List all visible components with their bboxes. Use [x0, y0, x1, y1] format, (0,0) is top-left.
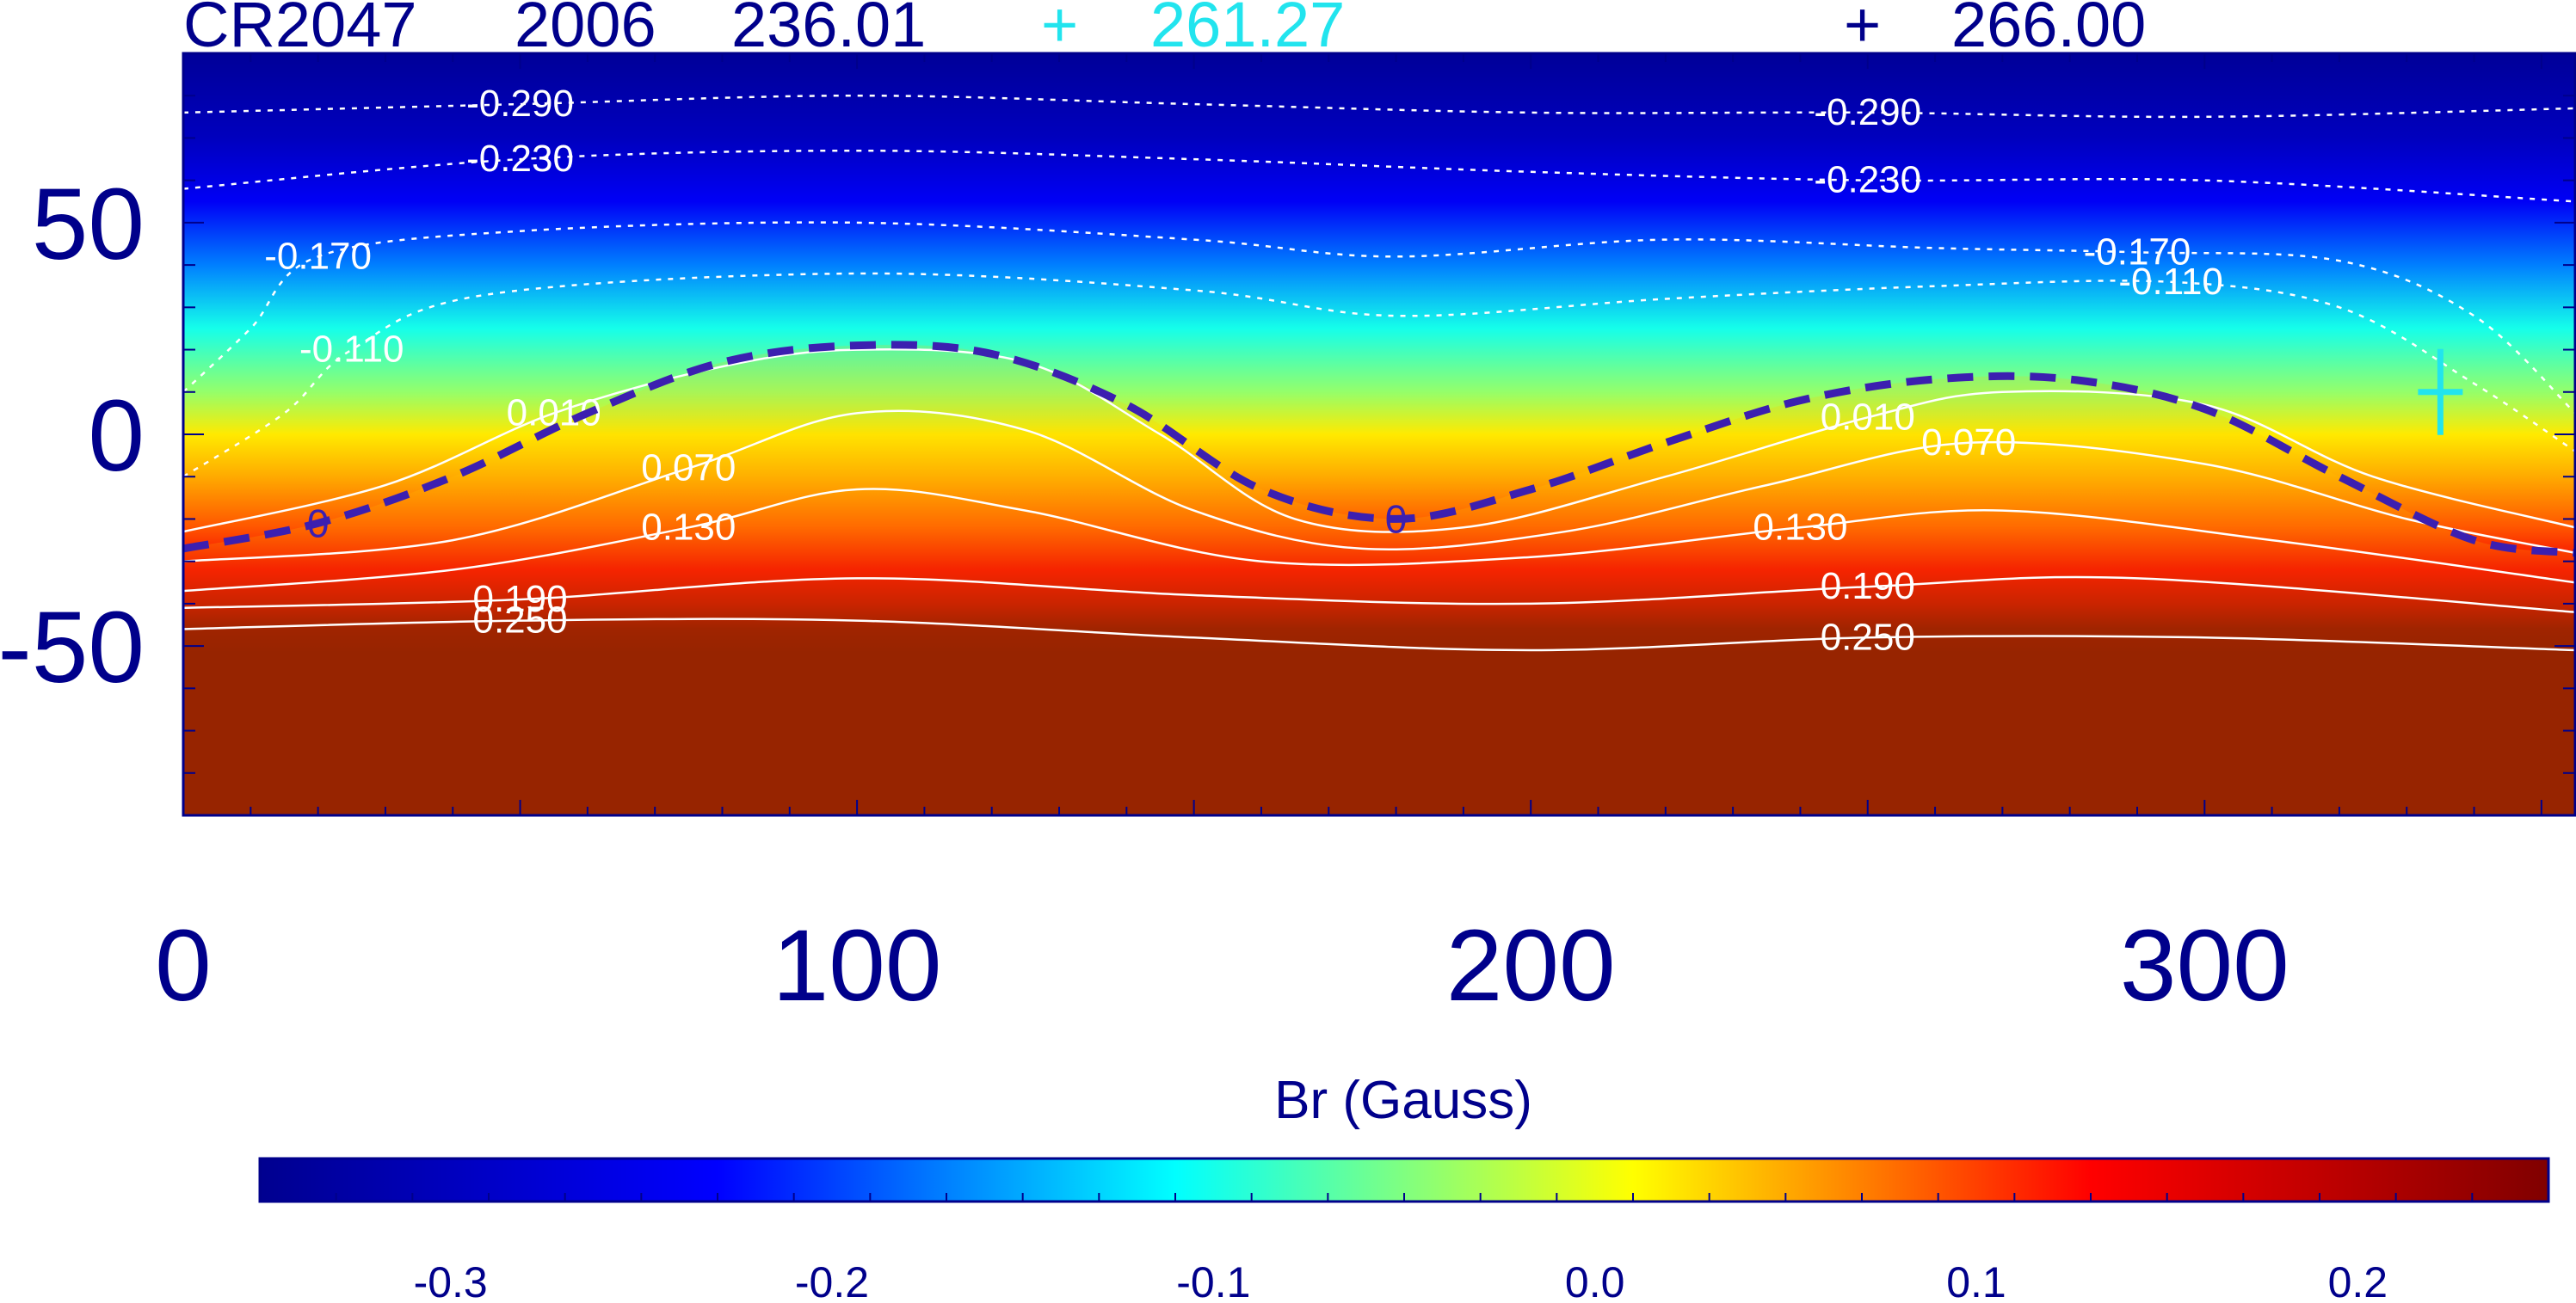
- colorbar-title: Br (Gauss): [1274, 1071, 1532, 1130]
- contour-label: 0.070: [1921, 421, 2016, 464]
- contour-label: 0.130: [1753, 506, 1847, 548]
- contour-label: 0.250: [1821, 616, 1915, 658]
- contour-line: [183, 618, 2575, 652]
- colorbar-tick-label: -0.1: [1176, 1258, 1250, 1303]
- year-label: 2006: [515, 0, 656, 60]
- colorbar-tick-label: 0.1: [1946, 1258, 2006, 1303]
- contour-label: -0.290: [466, 83, 574, 125]
- x-tick-label: 100: [773, 909, 942, 1023]
- contour-label: -0.170: [2084, 230, 2191, 273]
- contour-label: -0.230: [466, 138, 574, 180]
- contour-label: -0.290: [1814, 91, 1921, 133]
- contour-label: 0.070: [641, 446, 736, 489]
- contour-label: 0.010: [1821, 396, 1915, 438]
- y-tick-label: -50: [0, 591, 145, 704]
- marker-2-symbol: +: [1844, 0, 1881, 60]
- marker-plus-icon: [2418, 348, 2463, 435]
- colorbar-tick-label: -0.3: [414, 1258, 488, 1303]
- axis-tick-labels: 0 100 200 300 -50 0 50: [0, 168, 2289, 1023]
- colorbar-tick-label: 0.0: [1565, 1258, 1625, 1303]
- neutral-line: [183, 341, 2575, 557]
- neutral-line-label: 0: [1385, 496, 1408, 541]
- contour-label: -0.110: [299, 329, 404, 371]
- marker-2-longitude: 266.00: [1951, 0, 2146, 60]
- positive-polarity-region: [183, 344, 2575, 815]
- contour-label: 0.190: [472, 578, 567, 620]
- contour-line: [183, 488, 2575, 593]
- header: CR2047 2006 236.01 + 261.27 + 266.00: [183, 0, 2146, 60]
- heatmap-background: [183, 53, 2575, 815]
- carrington-rotation-label: CR2047: [183, 0, 417, 60]
- x-tick-label: 300: [2120, 909, 2289, 1023]
- contour-label: -0.110: [2118, 261, 2223, 303]
- contour-line: [183, 94, 2575, 119]
- marker-1-symbol: +: [1041, 0, 1078, 60]
- y-tick-label: 50: [32, 168, 145, 281]
- neutral-line-label: 0: [307, 501, 330, 545]
- x-tick-label: 0: [155, 909, 212, 1023]
- longitude-label: 236.01: [731, 0, 926, 60]
- contour-label: -0.230: [1814, 159, 1921, 201]
- colorbar-tick-label: -0.2: [795, 1258, 869, 1303]
- marker-1-longitude: 261.27: [1150, 0, 1345, 60]
- contour-label: 0.190: [1821, 565, 1915, 607]
- contour-label: 0.250: [472, 599, 567, 642]
- contour-line: [183, 149, 2575, 203]
- heatmap-overlay: -0.290 -0.290-0.230-0.230-0.170 -0.170-0.1…: [183, 83, 2575, 815]
- contour-line: [183, 409, 2575, 562]
- colorbar-ticks: -0.3 -0.2 -0.1 0.0 0.1 0.2: [259, 1193, 2549, 1303]
- axis-ticks: [182, 53, 2575, 815]
- colorbar-tick-label: 0.2: [2328, 1258, 2388, 1303]
- contour-label: 0.130: [641, 506, 736, 548]
- contour-line: [183, 575, 2575, 613]
- y-tick-label: 0: [88, 379, 145, 493]
- x-tick-label: 200: [1446, 909, 1616, 1023]
- contour-label: -0.170: [264, 235, 372, 277]
